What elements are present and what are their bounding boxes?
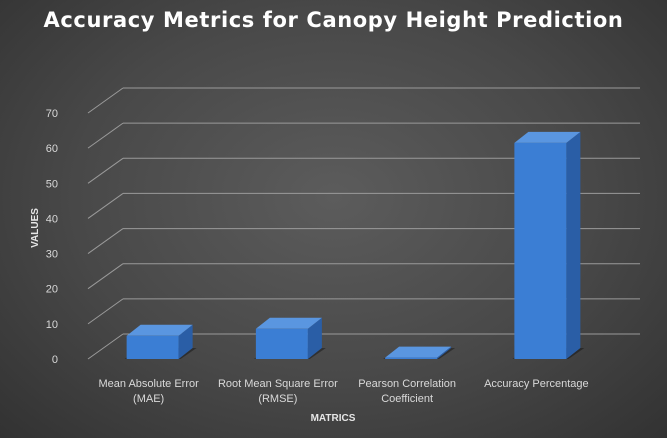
bar-front: [514, 142, 567, 359]
y-tick-label: 70: [46, 108, 58, 120]
y-tick-label: 0: [52, 354, 58, 366]
bar: [385, 346, 452, 359]
gridline-depth: [87, 298, 124, 325]
y-tick-label: 30: [46, 249, 58, 261]
bar-top: [514, 131, 581, 143]
bar-side: [566, 131, 581, 359]
bar-front: [255, 328, 308, 359]
gridline-depth: [87, 122, 124, 149]
bar-side: [307, 317, 322, 359]
chart-title: Accuracy Metrics for Canopy Height Predi…: [43, 8, 624, 32]
gridline-depth: [87, 157, 124, 184]
y-tick-label: 50: [46, 178, 58, 190]
gridline-depth: [87, 87, 124, 114]
bar-top: [385, 346, 452, 358]
bar: [255, 317, 322, 359]
bar: [514, 131, 581, 359]
bar-top: [126, 324, 193, 336]
y-tick-label: 60: [46, 143, 58, 155]
gridline-depth: [87, 228, 124, 254]
y-tick-label: 10: [46, 319, 58, 331]
x-tick-label: Pearson Correlation Coefficient: [358, 378, 456, 405]
gridline-depth: [87, 263, 124, 290]
bar-side: [437, 346, 452, 359]
bar-front: [385, 357, 438, 359]
x-tick-labels: Mean Absolute Error (MAE) Root Mean Square…: [98, 378, 588, 405]
y-tick-label: 40: [46, 213, 58, 225]
bar-top: [255, 317, 322, 329]
y-axis-title: VALUES: [30, 208, 41, 248]
gridline-depth: [87, 333, 124, 360]
y-tick-label: 20: [46, 284, 58, 296]
bar-front: [126, 335, 179, 359]
gridline-depth: [87, 193, 124, 219]
y-tick-labels: 0 10 20 30 40 50 60 70: [46, 108, 58, 366]
x-axis-title: MATRICS: [311, 413, 356, 424]
x-tick-label: Accuracy Percentage: [484, 378, 589, 390]
x-tick-label: Mean Absolute Error (MAE): [98, 378, 199, 405]
x-tick-label: Root Mean Square Error (RMSE): [218, 378, 338, 405]
bars: [126, 131, 581, 359]
bar: [126, 324, 193, 359]
bar-side: [178, 324, 193, 359]
